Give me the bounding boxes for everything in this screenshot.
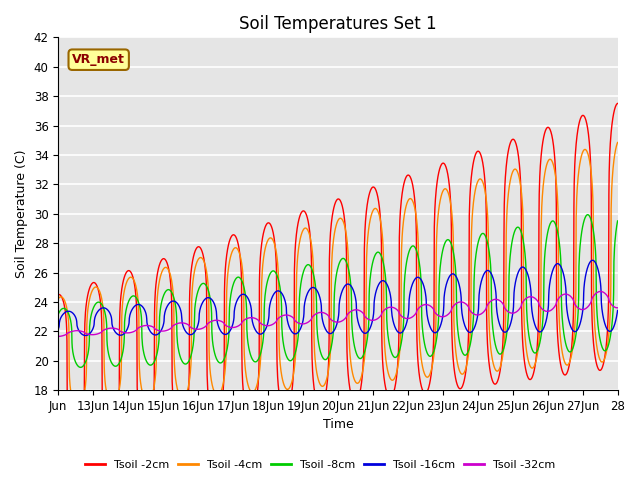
Tsoil -16cm bbox=[589, 257, 596, 263]
Tsoil -32cm bbox=[54, 334, 62, 339]
Line: Tsoil -4cm: Tsoil -4cm bbox=[58, 143, 618, 408]
Tsoil -32cm bbox=[598, 288, 605, 294]
Tsoil -2cm bbox=[72, 436, 79, 442]
Line: Tsoil -8cm: Tsoil -8cm bbox=[58, 215, 618, 367]
Tsoil -2cm bbox=[614, 101, 621, 107]
Tsoil -16cm bbox=[326, 331, 334, 336]
Line: Tsoil -16cm: Tsoil -16cm bbox=[58, 260, 618, 336]
Text: VR_met: VR_met bbox=[72, 53, 125, 66]
Tsoil -8cm bbox=[614, 218, 621, 224]
Tsoil -2cm bbox=[598, 367, 605, 372]
Tsoil -8cm bbox=[584, 212, 591, 217]
Tsoil -16cm bbox=[81, 333, 89, 338]
Tsoil -32cm bbox=[598, 288, 605, 294]
Title: Soil Temperatures Set 1: Soil Temperatures Set 1 bbox=[239, 15, 436, 33]
Tsoil -16cm bbox=[54, 326, 62, 332]
Tsoil -8cm bbox=[495, 351, 503, 357]
Tsoil -32cm bbox=[312, 312, 319, 317]
Tsoil -4cm bbox=[614, 140, 621, 145]
Tsoil -32cm bbox=[83, 331, 91, 337]
Tsoil -8cm bbox=[312, 285, 319, 291]
Tsoil -4cm bbox=[83, 316, 91, 322]
Tsoil -16cm bbox=[598, 306, 605, 312]
Tsoil -4cm bbox=[598, 359, 605, 365]
Tsoil -16cm bbox=[312, 286, 319, 292]
Tsoil -16cm bbox=[83, 332, 91, 338]
Tsoil -8cm bbox=[83, 355, 91, 360]
Tsoil -8cm bbox=[77, 364, 84, 370]
Line: Tsoil -2cm: Tsoil -2cm bbox=[58, 104, 618, 439]
Tsoil -16cm bbox=[614, 308, 621, 313]
Tsoil -32cm bbox=[495, 297, 502, 303]
Tsoil -2cm bbox=[312, 395, 319, 400]
Tsoil -8cm bbox=[54, 311, 62, 317]
Tsoil -2cm bbox=[495, 374, 503, 380]
Tsoil -2cm bbox=[598, 366, 605, 372]
X-axis label: Time: Time bbox=[323, 419, 353, 432]
Line: Tsoil -32cm: Tsoil -32cm bbox=[58, 291, 618, 336]
Tsoil -4cm bbox=[312, 362, 319, 368]
Tsoil -32cm bbox=[596, 288, 604, 294]
Tsoil -8cm bbox=[598, 344, 605, 349]
Tsoil -32cm bbox=[326, 316, 334, 322]
Tsoil -16cm bbox=[598, 303, 605, 309]
Legend: Tsoil -2cm, Tsoil -4cm, Tsoil -8cm, Tsoil -16cm, Tsoil -32cm: Tsoil -2cm, Tsoil -4cm, Tsoil -8cm, Tsoi… bbox=[81, 456, 559, 474]
Y-axis label: Soil Temperature (C): Soil Temperature (C) bbox=[15, 149, 28, 278]
Tsoil -4cm bbox=[495, 367, 503, 372]
Tsoil -8cm bbox=[598, 343, 605, 348]
Tsoil -4cm bbox=[54, 296, 62, 301]
Tsoil -4cm bbox=[74, 405, 81, 410]
Tsoil -4cm bbox=[326, 347, 334, 353]
Tsoil -16cm bbox=[495, 319, 503, 325]
Tsoil -2cm bbox=[83, 296, 91, 301]
Tsoil -4cm bbox=[598, 359, 605, 365]
Tsoil -2cm bbox=[326, 229, 334, 235]
Tsoil -2cm bbox=[54, 292, 62, 298]
Tsoil -32cm bbox=[614, 305, 621, 311]
Tsoil -8cm bbox=[326, 348, 334, 353]
